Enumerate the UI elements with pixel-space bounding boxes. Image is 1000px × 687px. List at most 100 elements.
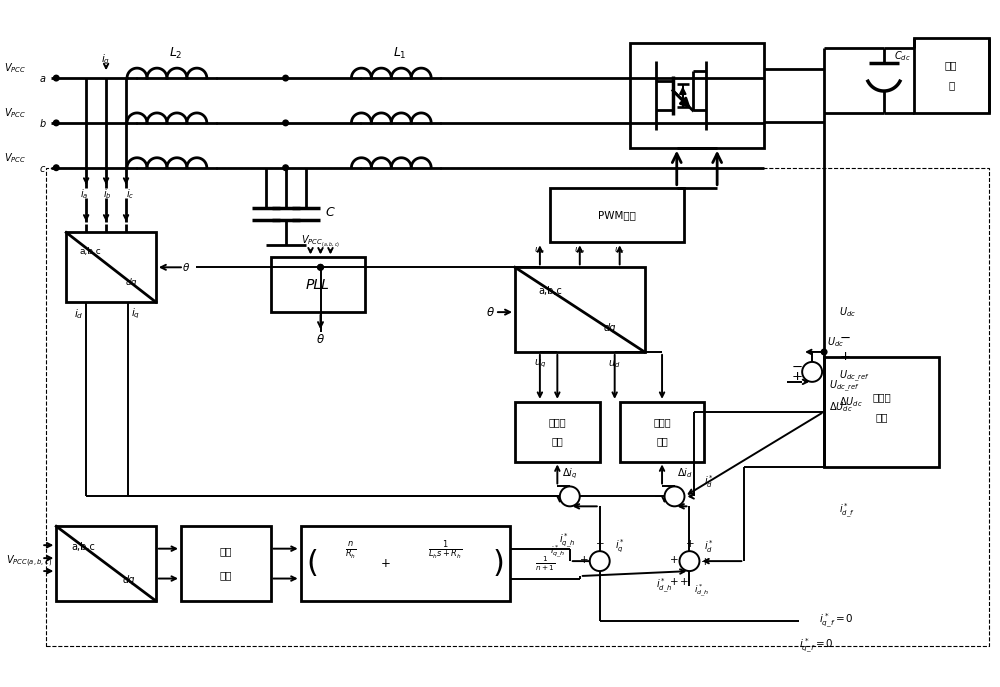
Text: $\theta$: $\theta$ bbox=[316, 333, 325, 346]
Bar bbox=[56, 526, 156, 601]
Text: $-$: $-$ bbox=[653, 488, 664, 501]
Text: c: c bbox=[39, 164, 45, 174]
Text: PWM调制: PWM调制 bbox=[598, 210, 636, 220]
Text: $U_{dc}$: $U_{dc}$ bbox=[839, 305, 856, 319]
Text: dq: dq bbox=[126, 278, 137, 287]
Text: $\Delta i_d$: $\Delta i_d$ bbox=[677, 466, 692, 480]
Text: $-$: $-$ bbox=[791, 361, 803, 374]
Text: 直流: 直流 bbox=[945, 60, 957, 71]
Circle shape bbox=[560, 486, 580, 506]
Text: (: ( bbox=[307, 549, 318, 578]
Text: $C$: $C$ bbox=[325, 206, 336, 219]
Text: $U_{dc\_ref}$: $U_{dc\_ref}$ bbox=[829, 379, 860, 394]
Text: PLL: PLL bbox=[306, 278, 330, 292]
Text: $L_2$: $L_2$ bbox=[169, 45, 183, 60]
Bar bbox=[515, 402, 600, 462]
Circle shape bbox=[680, 551, 699, 571]
Text: $u_q$: $u_q$ bbox=[534, 358, 546, 370]
Circle shape bbox=[283, 120, 288, 126]
Text: ): ) bbox=[492, 549, 504, 578]
Text: $V_{PCC_{(a,b,c)}}$: $V_{PCC_{(a,b,c)}}$ bbox=[301, 234, 340, 251]
Text: 电流调: 电流调 bbox=[549, 417, 566, 427]
Text: a,b,c: a,b,c bbox=[80, 247, 101, 256]
Text: $++$: $++$ bbox=[669, 576, 690, 587]
Circle shape bbox=[283, 165, 288, 170]
Text: $V_{PCC(a,b,c)}$: $V_{PCC(a,b,c)}$ bbox=[6, 554, 53, 569]
Text: $+$: $+$ bbox=[685, 538, 694, 549]
Text: $i^*_{d\_h}$: $i^*_{d\_h}$ bbox=[694, 583, 710, 600]
Text: $u_a$: $u_a$ bbox=[534, 245, 545, 256]
Text: dq: dq bbox=[123, 575, 135, 585]
Text: $V_{PCC}$: $V_{PCC}$ bbox=[4, 151, 27, 165]
Circle shape bbox=[283, 76, 288, 81]
Bar bbox=[620, 402, 704, 462]
Circle shape bbox=[53, 165, 59, 170]
Bar bbox=[66, 232, 156, 302]
Bar bbox=[630, 43, 764, 148]
Text: $-$: $-$ bbox=[549, 488, 559, 501]
Text: 节器: 节器 bbox=[875, 412, 888, 422]
Text: b: b bbox=[39, 119, 46, 129]
Text: $i^*_q$: $i^*_q$ bbox=[615, 537, 625, 555]
Circle shape bbox=[53, 120, 59, 126]
Text: 谐波: 谐波 bbox=[220, 547, 232, 556]
Bar bbox=[914, 38, 989, 113]
Text: $+$: $+$ bbox=[579, 554, 589, 565]
Text: $\Delta i_q$: $\Delta i_q$ bbox=[562, 466, 578, 481]
Text: 提取: 提取 bbox=[220, 571, 232, 581]
Circle shape bbox=[821, 349, 827, 354]
Text: $\theta$: $\theta$ bbox=[486, 306, 495, 319]
Text: $\Delta U_{dc}$: $\Delta U_{dc}$ bbox=[829, 400, 853, 414]
Bar bbox=[515, 267, 645, 352]
Text: 电压调: 电压调 bbox=[872, 392, 891, 402]
Circle shape bbox=[590, 551, 610, 571]
Circle shape bbox=[665, 486, 684, 506]
Text: a,b,c: a,b,c bbox=[71, 542, 95, 552]
Circle shape bbox=[318, 264, 323, 270]
Text: $u_c$: $u_c$ bbox=[614, 245, 625, 256]
Text: $i_d$: $i_d$ bbox=[74, 307, 83, 321]
Text: $L_1$: $L_1$ bbox=[393, 45, 407, 60]
Text: $i^*_d$: $i^*_d$ bbox=[704, 538, 714, 554]
Text: $U_{dc\_ref}$: $U_{dc\_ref}$ bbox=[839, 370, 870, 385]
Text: $-$: $-$ bbox=[839, 330, 851, 344]
Circle shape bbox=[318, 264, 323, 270]
Text: $i_g$: $i_g$ bbox=[101, 53, 111, 67]
Text: $u_b$: $u_b$ bbox=[574, 245, 586, 256]
Text: 电流调: 电流调 bbox=[653, 417, 671, 427]
Bar bbox=[181, 526, 271, 601]
Text: $i^*_{q\_f}=0$: $i^*_{q\_f}=0$ bbox=[819, 612, 854, 630]
Text: $C_{dc}$: $C_{dc}$ bbox=[894, 49, 911, 63]
Text: $+$: $+$ bbox=[669, 554, 678, 565]
Text: a: a bbox=[39, 74, 45, 84]
Text: $i_a$: $i_a$ bbox=[80, 187, 88, 201]
Text: $i^*_{d\_h}$: $i^*_{d\_h}$ bbox=[656, 577, 673, 595]
Text: $\Delta U_{dc}$: $\Delta U_{dc}$ bbox=[839, 395, 863, 409]
Circle shape bbox=[53, 76, 59, 81]
Text: a,b,c: a,b,c bbox=[538, 286, 562, 296]
Text: $+$: $+$ bbox=[595, 538, 605, 549]
Text: $i^*_{q\_f}=0$: $i^*_{q\_f}=0$ bbox=[799, 637, 834, 655]
Text: $i_b$: $i_b$ bbox=[103, 187, 111, 201]
Text: $i_q$: $i_q$ bbox=[131, 307, 140, 322]
Text: $+$: $+$ bbox=[791, 370, 803, 383]
Text: $\theta$: $\theta$ bbox=[182, 261, 190, 273]
Text: $V_{PCC}$: $V_{PCC}$ bbox=[4, 106, 27, 120]
Text: $+$: $+$ bbox=[700, 556, 709, 567]
Circle shape bbox=[802, 362, 822, 382]
Text: $+$: $+$ bbox=[380, 557, 391, 570]
Text: 节器: 节器 bbox=[551, 437, 563, 447]
Text: 节器: 节器 bbox=[656, 437, 668, 447]
Text: $\frac{1}{L_hs+R_h}$: $\frac{1}{L_hs+R_h}$ bbox=[428, 539, 462, 563]
Text: $i^*_{q\_h}$: $i^*_{q\_h}$ bbox=[559, 532, 575, 550]
Bar bbox=[301, 526, 510, 601]
Text: $\frac{1}{n+1}$: $\frac{1}{n+1}$ bbox=[535, 554, 555, 573]
Text: $+$: $+$ bbox=[839, 350, 851, 363]
Text: dq: dq bbox=[603, 324, 616, 333]
Text: $U_{dc}$: $U_{dc}$ bbox=[827, 335, 844, 349]
Text: $i^*_{d\_f}$: $i^*_{d\_f}$ bbox=[839, 502, 855, 521]
Text: $i^*_d$: $i^*_d$ bbox=[704, 473, 714, 490]
Text: $V_{PCC}$: $V_{PCC}$ bbox=[4, 61, 27, 75]
Text: 源: 源 bbox=[948, 80, 954, 91]
Bar bbox=[550, 188, 684, 243]
